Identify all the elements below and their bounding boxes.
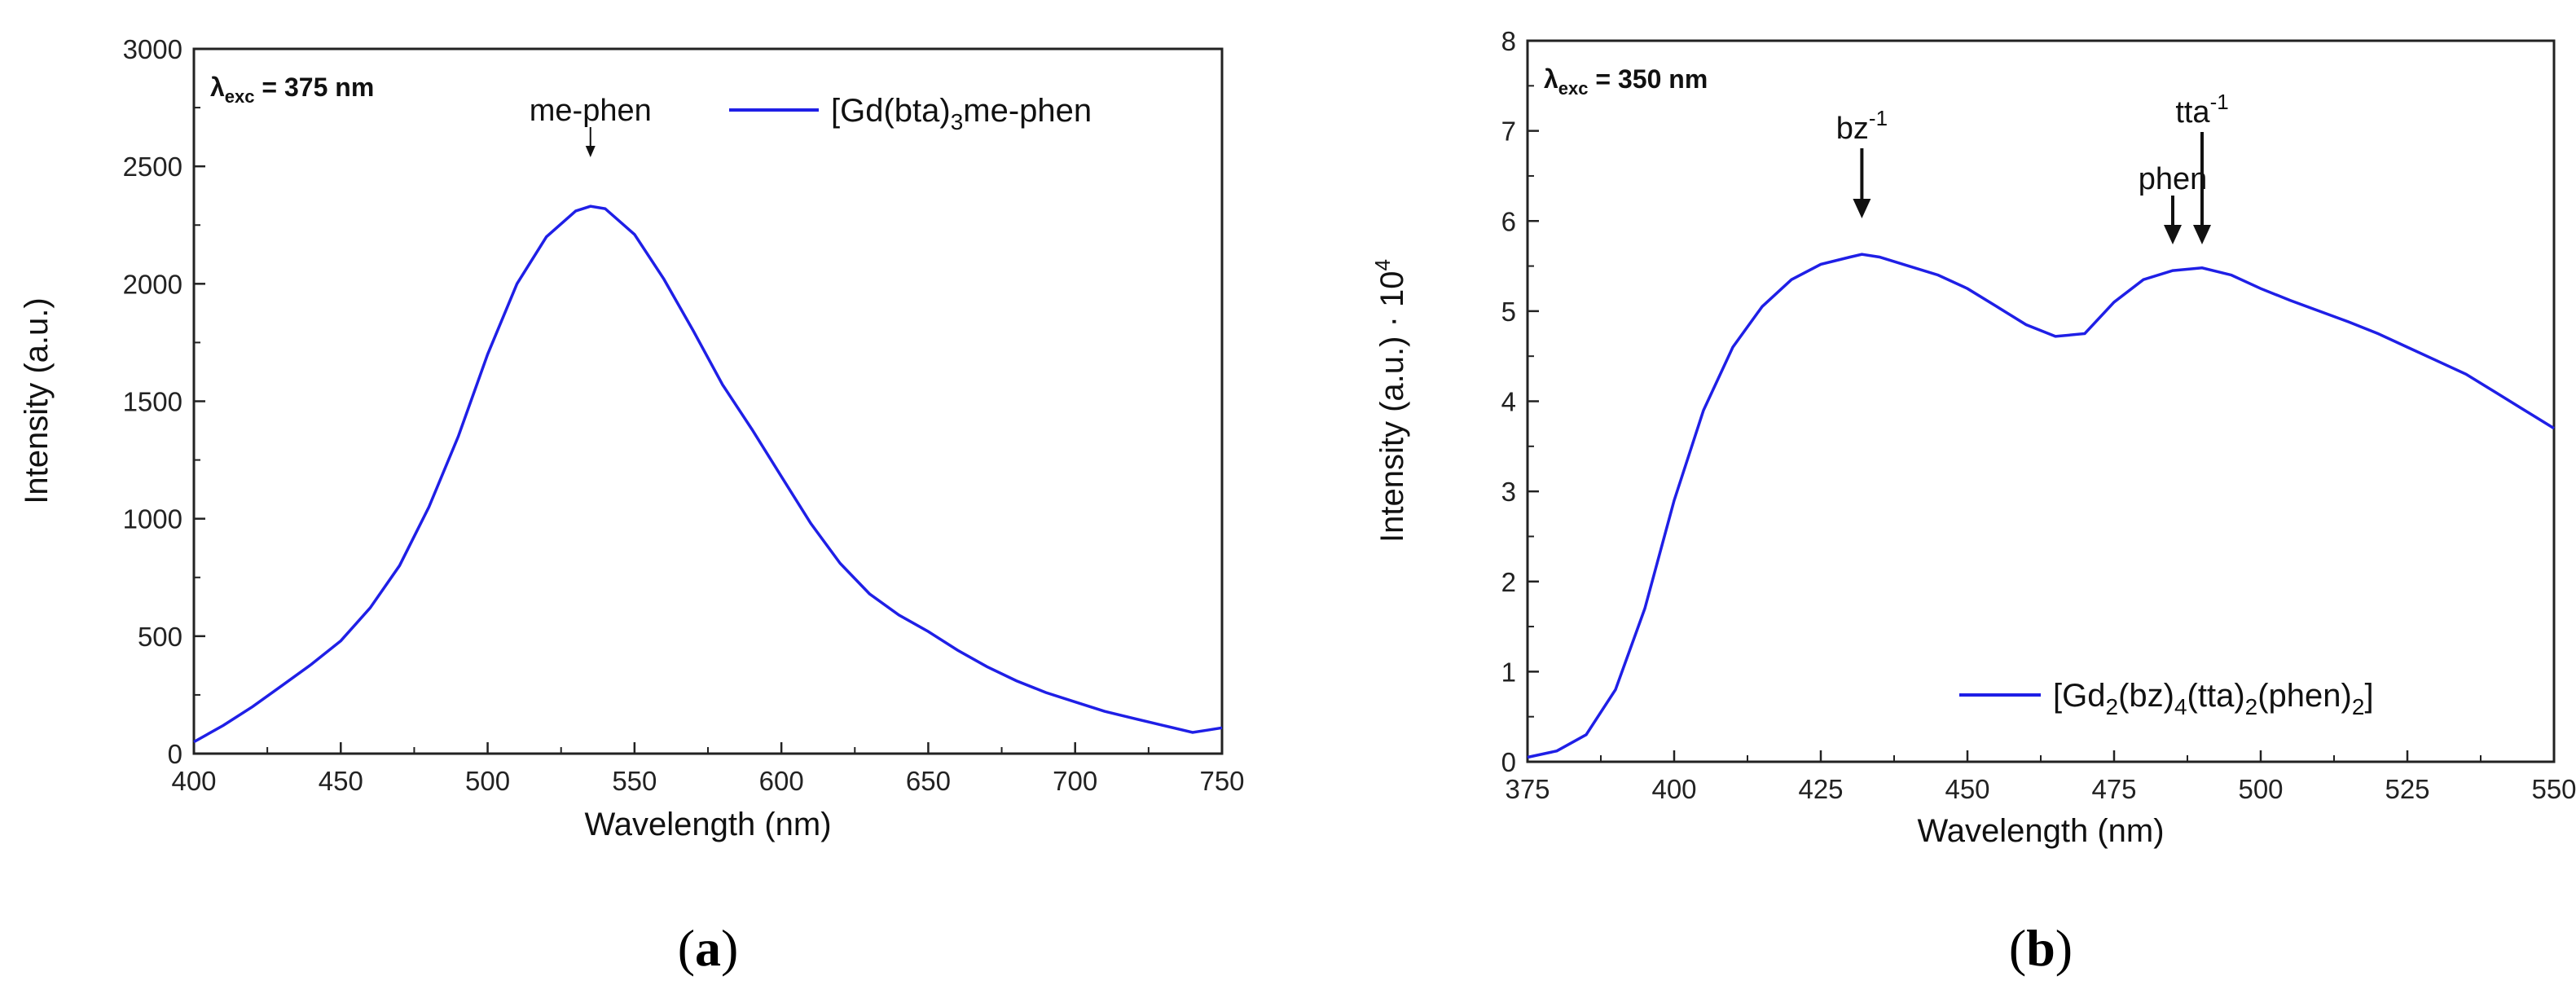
panel-b-annotation-tta-sup: -1 bbox=[2210, 90, 2229, 114]
panel-a-x-tick-label: 400 bbox=[171, 766, 216, 796]
panel-b-plot-frame bbox=[1526, 39, 2556, 763]
panel-a-legend-label: [Gd(bta)3me-phen bbox=[831, 93, 1092, 134]
panel-b-excitation-sub: exc bbox=[1558, 78, 1589, 99]
panel-b-legend-part-1: 2 bbox=[2105, 694, 2118, 719]
panel-b-legend-part-7: 2 bbox=[2352, 694, 2365, 719]
panel-b-y-tick-label: 5 bbox=[1501, 297, 1516, 327]
panel-a-x-tick-label: 450 bbox=[319, 766, 363, 796]
panel-b-annotation-tta-text: tta bbox=[2175, 95, 2210, 130]
panel-a-arrow-head bbox=[585, 146, 596, 157]
panel-b-ticks: 375 400 425 450 475 500 525 550 0 1 2 3 4 5 6 7 8 bbox=[1501, 26, 2576, 804]
panel-b-y-tick-label: 2 bbox=[1501, 567, 1516, 597]
panel-b-x-tick-label: 550 bbox=[2531, 774, 2576, 804]
panel-b-annotation-bz-text: bz bbox=[1836, 112, 1869, 146]
panel-a-legend-part-0: [Gd(bta) bbox=[831, 93, 951, 129]
panel-b-y-tick-label: 4 bbox=[1501, 387, 1516, 417]
panel-a-y-tick-label: 1500 bbox=[123, 387, 182, 417]
panel-a-y-tick-label: 3000 bbox=[123, 34, 182, 64]
panel-b-legend-part-2: (bz) bbox=[2118, 678, 2174, 714]
panel-a-annotation-arrows bbox=[585, 127, 596, 157]
panel-b-annotation-tta: tta-1 bbox=[2175, 90, 2228, 130]
panel-b-excitation-value: = 350 nm bbox=[1589, 64, 1708, 94]
panel-b-chart: 375 400 425 450 475 500 525 550 0 1 2 3 4 5 6 7 8 Wavele… bbox=[1370, 26, 2576, 977]
panel-a-y-tick-label: 1000 bbox=[123, 504, 182, 534]
panel-b-legend-label: [Gd2(bz)4(tta)2(phen)2] bbox=[2053, 678, 2374, 719]
panel-b-series-line bbox=[1527, 253, 2555, 759]
panel-b-legend-part-3: 4 bbox=[2174, 694, 2187, 719]
panel-a-x-tick-label: 550 bbox=[612, 766, 657, 796]
panel-b-y-tick-label: 6 bbox=[1501, 206, 1516, 236]
panel-b-legend: [Gd2(bz)4(tta)2(phen)2] bbox=[1959, 678, 2374, 719]
panel-a-x-axis-title: Wavelength (nm) bbox=[584, 807, 831, 842]
panel-a-y-tick-label: 2500 bbox=[123, 152, 182, 182]
panel-a-annotation-me-phen: me-phen bbox=[530, 94, 652, 128]
panel-b-excitation-symbol: λ bbox=[1544, 64, 1558, 94]
panel-b-y-tick-label: 0 bbox=[1501, 747, 1516, 777]
panel-b-x-tick-label: 400 bbox=[1651, 774, 1696, 804]
panel-a-x-tick-label: 600 bbox=[759, 766, 804, 796]
panel-b-annotation-arrows bbox=[1853, 132, 2211, 244]
panel-a-label: (a) bbox=[678, 919, 739, 977]
panel-b-x-tick-label: 525 bbox=[2385, 774, 2429, 804]
panel-b-y-tick-label: 8 bbox=[1501, 26, 1516, 56]
panel-b-legend-part-5: 2 bbox=[2245, 694, 2258, 719]
panel-a-legend-part-1: 3 bbox=[951, 109, 964, 134]
panel-a-series-line bbox=[193, 204, 1223, 744]
panel-b-y-axis-title-text: Intensity (a.u.) · 10 bbox=[1374, 270, 1410, 542]
panel-b-y-axis-title: Intensity (a.u.) · 104 bbox=[1370, 259, 1410, 543]
panel-b-x-axis-title: Wavelength (nm) bbox=[1917, 813, 2164, 849]
panel-a-x-tick-label: 650 bbox=[906, 766, 951, 796]
panel-b-annotation-bz: bz-1 bbox=[1836, 106, 1888, 146]
panel-b-y-tick-label: 7 bbox=[1501, 117, 1516, 147]
panel-a-plot-frame bbox=[192, 47, 1224, 755]
panel-b-x-tick-label: 425 bbox=[1798, 774, 1843, 804]
panel-b-x-tick-label: 450 bbox=[1945, 774, 1989, 804]
panel-a-excitation-sub: exc bbox=[225, 86, 255, 107]
panel-b-x-tick-label: 375 bbox=[1505, 774, 1550, 804]
panel-b-legend-part-4: (tta) bbox=[2187, 678, 2245, 714]
panel-b-annotation-bz-sup: -1 bbox=[1869, 106, 1888, 130]
panel-a-x-tick-label: 700 bbox=[1053, 766, 1097, 796]
panel-b-arrow-head bbox=[2193, 225, 2211, 244]
panel-b-x-tick-label: 500 bbox=[2238, 774, 2283, 804]
panel-a-excitation-symbol: λ bbox=[210, 73, 225, 102]
panel-b-y-axis-title-sup: 4 bbox=[1370, 259, 1395, 270]
panel-b-y-tick-label: 3 bbox=[1501, 477, 1516, 507]
panel-a-legend: [Gd(bta)3me-phen bbox=[729, 93, 1092, 134]
panel-b-arrow-head bbox=[1853, 199, 1871, 218]
panel-b-annotation-phen: phen bbox=[2139, 162, 2208, 196]
panel-a-y-tick-label: 500 bbox=[138, 622, 182, 652]
panel-a-ticks: 400 450 500 550 600 650 700 750 0 500 1000 1500 2000… bbox=[123, 34, 1245, 796]
panel-a-y-tick-label: 2000 bbox=[123, 269, 182, 299]
panel-b-legend-part-6: (phen) bbox=[2257, 678, 2352, 714]
panel-a-legend-part-2: me-phen bbox=[963, 93, 1092, 129]
panel-b-legend-part-8: ] bbox=[2364, 678, 2373, 714]
panel-a-excitation-label: λexc = 375 nm bbox=[210, 73, 374, 107]
panel-b-x-tick-label: 475 bbox=[2091, 774, 2136, 804]
panel-b-excitation-label: λexc = 350 nm bbox=[1544, 64, 1708, 99]
panel-a-x-tick-label: 750 bbox=[1199, 766, 1244, 796]
panel-a-excitation-value: = 375 nm bbox=[255, 73, 375, 102]
panel-b-y-tick-label: 1 bbox=[1501, 657, 1516, 687]
panel-a-y-axis-title: Intensity (a.u.) bbox=[19, 297, 55, 504]
panel-b-label: (b) bbox=[2009, 919, 2073, 977]
panel-a-x-tick-label: 500 bbox=[465, 766, 510, 796]
panel-a-chart: 400 450 500 550 600 650 700 750 0 500 1000 1500 2000… bbox=[19, 34, 1245, 977]
panel-a-y-tick-label: 0 bbox=[168, 739, 182, 769]
panel-b-arrow-head bbox=[2164, 225, 2182, 244]
panel-b-legend-part-0: [Gd bbox=[2053, 678, 2105, 714]
